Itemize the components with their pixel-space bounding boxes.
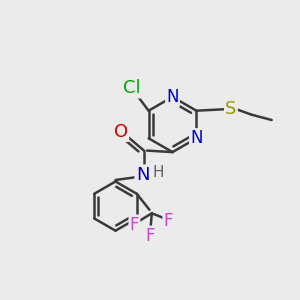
Text: N: N — [166, 88, 179, 106]
Text: N: N — [190, 129, 203, 147]
Text: O: O — [114, 123, 128, 141]
Text: N: N — [136, 166, 149, 184]
Text: S: S — [225, 100, 237, 118]
Text: Cl: Cl — [123, 79, 141, 97]
Text: F: F — [130, 216, 139, 234]
Text: H: H — [153, 165, 164, 180]
Text: F: F — [164, 212, 173, 230]
Text: F: F — [146, 227, 155, 245]
